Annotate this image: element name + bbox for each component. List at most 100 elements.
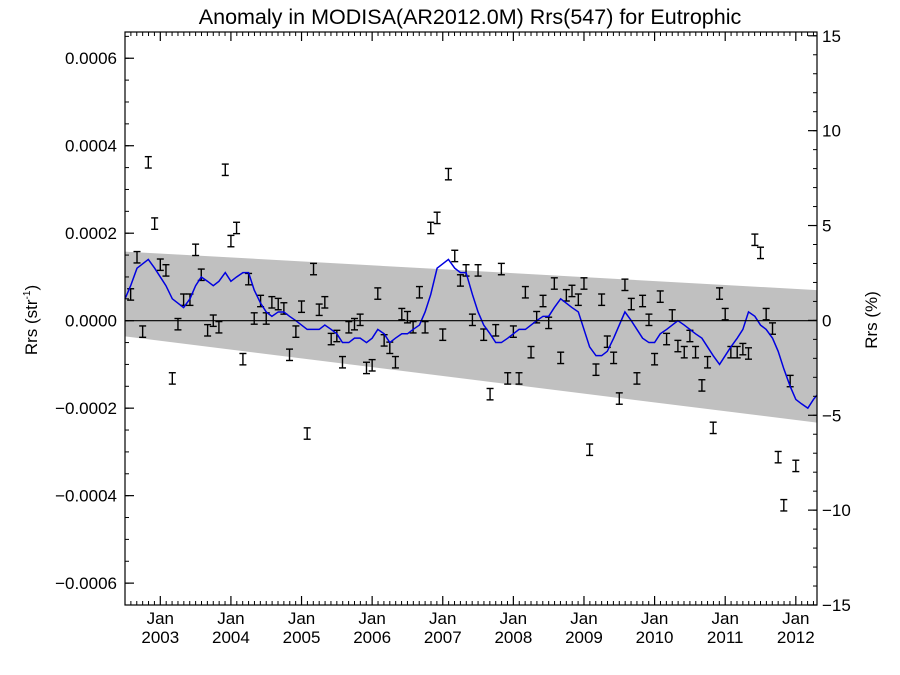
error-bar-point <box>292 325 300 339</box>
chart-title: Anomaly in MODISA(AR2012.0M) Rrs(547) fo… <box>199 5 742 29</box>
error-bar-point <box>656 290 664 304</box>
error-bar-point <box>250 312 258 325</box>
error-bar-point <box>215 320 223 334</box>
x-tick-month: Jan <box>217 609 244 628</box>
confidence-band <box>125 251 817 423</box>
error-bar-point <box>557 351 565 365</box>
error-bar-point <box>274 297 282 311</box>
error-bar-point <box>733 345 741 359</box>
error-bar-point <box>663 332 671 346</box>
error-bar-point <box>433 211 441 225</box>
left-tick-label: −0.0006 <box>55 574 117 593</box>
error-bar-point <box>151 217 159 230</box>
plot-area <box>124 31 818 606</box>
error-bar-point <box>633 372 641 385</box>
error-bar-point <box>698 379 706 392</box>
right-tick-label: 15 <box>822 27 841 46</box>
error-bar-point <box>521 285 529 299</box>
right-tick-label: −5 <box>822 406 841 425</box>
error-bar-point <box>368 358 376 372</box>
error-bar-point <box>327 332 335 346</box>
error-bar-point <box>550 277 558 290</box>
error-bar-point <box>127 288 135 301</box>
error-bar-point <box>621 278 629 292</box>
error-bar-point <box>303 427 311 440</box>
error-bar-point <box>639 294 647 308</box>
error-bar-point <box>598 293 606 307</box>
x-tick-month: Jan <box>782 609 809 628</box>
error-bar-point <box>133 250 141 264</box>
x-tick-month: Jan <box>500 609 527 628</box>
error-bar-point <box>474 263 482 277</box>
x-tick-month: Jan <box>147 609 174 628</box>
error-bar-point <box>792 459 800 473</box>
error-bar-point <box>704 355 712 369</box>
left-tick-label: 0.0000 <box>65 312 117 331</box>
right-tick-label: 5 <box>822 217 831 236</box>
left-tick-label: −0.0002 <box>55 399 117 418</box>
plot-frame <box>124 31 818 606</box>
right-axis: 15 10 5 0 −5 −10 −15 <box>808 27 851 615</box>
error-bar-point <box>144 155 152 169</box>
error-bar-point <box>739 342 747 356</box>
error-bar-point <box>486 387 494 401</box>
x-tick-year: 2008 <box>494 628 532 647</box>
error-bar-point <box>721 307 729 321</box>
error-bar-point <box>427 221 435 235</box>
error-bar-point <box>268 295 276 309</box>
right-axis-label: Rrs (%) <box>862 291 881 349</box>
error-bar-point <box>192 243 200 257</box>
error-bar-point <box>586 443 594 457</box>
left-axis-label-close: ) <box>22 285 41 291</box>
error-bar-point <box>545 316 553 330</box>
error-bar-point <box>156 258 164 272</box>
error-bar-point <box>315 303 323 317</box>
error-bar-point <box>286 348 294 362</box>
right-tick-label: 10 <box>822 122 841 141</box>
x-tick-year: 2003 <box>141 628 179 647</box>
error-bar-point <box>221 163 229 177</box>
error-bar-point <box>651 352 659 366</box>
error-bar-point <box>504 372 512 385</box>
error-bar-point <box>574 293 582 307</box>
left-tick-label: 0.0006 <box>65 49 117 68</box>
left-axis: 0.0006 0.0004 0.0002 0.0000 −0.0002 −0.0004 −0… <box>55 35 134 593</box>
error-bar-point <box>227 234 235 248</box>
error-bar-point <box>345 320 353 334</box>
error-bar-point <box>444 167 452 181</box>
left-tick-label: 0.0004 <box>65 137 117 156</box>
x-tick-year: 2006 <box>353 628 391 647</box>
error-bar-point <box>204 323 212 337</box>
error-bar-point <box>610 351 618 365</box>
error-bar-point <box>468 313 476 327</box>
error-bar-point <box>680 345 688 359</box>
error-bar-point <box>139 325 147 339</box>
error-bar-point <box>239 352 247 366</box>
error-bar-point <box>356 313 364 327</box>
error-bar-point <box>421 320 429 334</box>
error-bar-point <box>415 285 423 299</box>
error-bar-point <box>780 498 788 512</box>
error-bar-point <box>338 355 346 369</box>
error-bar-point <box>233 221 241 235</box>
right-tick-label: 0 <box>822 311 831 330</box>
error-bar-point <box>398 307 406 321</box>
error-bar-point <box>539 294 547 308</box>
error-bar-point <box>716 287 724 300</box>
series-line <box>124 258 818 410</box>
left-tick-label: 0.0002 <box>65 224 117 243</box>
error-bar-point <box>745 347 753 360</box>
x-tick-year: 2007 <box>424 628 462 647</box>
error-bar-point <box>456 274 464 287</box>
x-tick-year: 2004 <box>212 628 250 647</box>
error-bar-point <box>374 287 382 300</box>
error-bar-point <box>497 262 505 276</box>
error-bar-point <box>774 450 782 464</box>
x-tick-month: Jan <box>570 609 597 628</box>
x-tick-month: Jan <box>711 609 738 628</box>
error-bar-point <box>391 355 399 369</box>
error-bar-point <box>692 345 700 359</box>
error-bar-point <box>580 277 588 290</box>
x-tick-year: 2011 <box>707 628 744 647</box>
